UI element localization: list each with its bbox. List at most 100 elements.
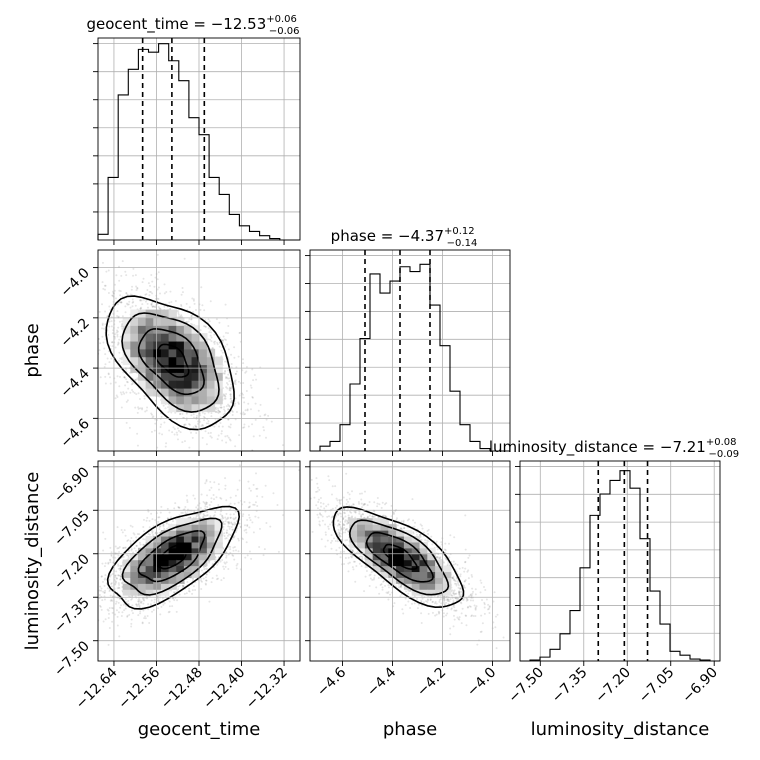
sample-point: [144, 538, 147, 541]
sample-point: [208, 320, 211, 323]
sample-point: [114, 346, 117, 349]
density-cell: [168, 356, 177, 366]
sample-point: [123, 546, 126, 549]
sample-point: [231, 528, 234, 531]
sample-point: [183, 424, 186, 427]
sample-point: [114, 613, 117, 616]
sample-point: [130, 609, 133, 612]
sample-point: [205, 579, 208, 582]
sample-point: [119, 569, 122, 572]
sample-point: [234, 381, 237, 384]
sample-point: [238, 479, 241, 482]
sample-point: [225, 556, 228, 559]
sample-point: [250, 557, 253, 560]
sample-point: [257, 516, 260, 519]
sample-point: [110, 583, 113, 586]
sample-point: [119, 571, 122, 574]
sample-point: [217, 577, 220, 580]
sample-point: [157, 305, 160, 308]
sample-point: [249, 519, 252, 522]
sample-point: [188, 422, 191, 425]
sample-point: [224, 397, 227, 400]
sample-point: [115, 577, 118, 580]
sample-point: [207, 432, 210, 435]
sample-point: [211, 577, 214, 580]
sample-point: [246, 408, 249, 411]
sample-point: [135, 289, 138, 292]
sample-point: [162, 523, 165, 526]
sample-point: [116, 375, 119, 378]
sample-point: [102, 327, 105, 330]
sample-point: [136, 377, 139, 380]
sample-point: [215, 578, 218, 581]
sample-point: [228, 387, 231, 390]
sample-point: [282, 444, 285, 447]
sample-point: [131, 382, 134, 385]
sample-point: [157, 598, 160, 601]
sample-point: [226, 387, 229, 390]
sample-point: [234, 549, 237, 552]
sample-point: [102, 287, 105, 290]
sample-point: [142, 543, 145, 546]
sample-point: [119, 606, 122, 609]
sample-point: [177, 313, 180, 316]
sample-point: [108, 606, 111, 609]
sample-point: [141, 621, 144, 624]
sample-point: [110, 598, 113, 601]
sample-point: [213, 342, 216, 345]
sample-point: [131, 298, 134, 301]
sample-point: [177, 311, 180, 314]
sample-point: [235, 520, 238, 523]
sample-point: [119, 604, 122, 607]
sample-point: [153, 305, 156, 308]
density-cell: [160, 395, 170, 405]
density-cell: [183, 348, 193, 358]
sample-point: [210, 497, 213, 500]
sample-point: [146, 516, 149, 519]
density-cell: [183, 340, 193, 350]
sample-point: [223, 412, 226, 415]
sample-point: [101, 599, 104, 602]
sample-point: [199, 329, 202, 332]
sample-point: [192, 299, 195, 302]
sample-point: [227, 525, 230, 528]
sample-point: [228, 438, 231, 441]
sample-point: [150, 599, 153, 602]
sample-point: [103, 598, 106, 601]
sample-point: [180, 314, 183, 317]
sample-point: [150, 512, 153, 515]
sample-point: [231, 523, 234, 526]
sample-point: [181, 286, 184, 289]
sample-point: [239, 331, 242, 334]
sample-point: [245, 531, 248, 534]
sample-point: [188, 318, 191, 321]
sample-point: [145, 293, 148, 296]
sample-point: [262, 554, 265, 557]
sample-point: [114, 381, 117, 384]
sample-point: [161, 433, 164, 436]
sample-point: [256, 487, 259, 490]
sample-point: [234, 418, 237, 421]
density-cell: [191, 395, 200, 405]
density-cell: [191, 364, 200, 373]
sample-point: [217, 434, 220, 437]
sample-point: [118, 635, 121, 638]
sample-point: [119, 294, 122, 297]
sample-point: [205, 480, 208, 483]
sample-point: [133, 392, 136, 395]
sample-point: [210, 412, 213, 415]
density-cell: [153, 348, 162, 358]
sample-point: [148, 290, 151, 293]
sample-point: [233, 558, 236, 561]
sample-point: [183, 440, 186, 443]
sample-point: [203, 325, 206, 328]
sample-point: [242, 413, 245, 416]
sample-point: [150, 303, 153, 306]
sample-point: [237, 355, 240, 358]
sample-point: [224, 435, 227, 438]
sample-point: [192, 426, 195, 429]
sample-point: [221, 339, 224, 342]
density-cell: [199, 395, 208, 405]
density-cell: [153, 380, 162, 389]
sample-point: [202, 577, 205, 580]
